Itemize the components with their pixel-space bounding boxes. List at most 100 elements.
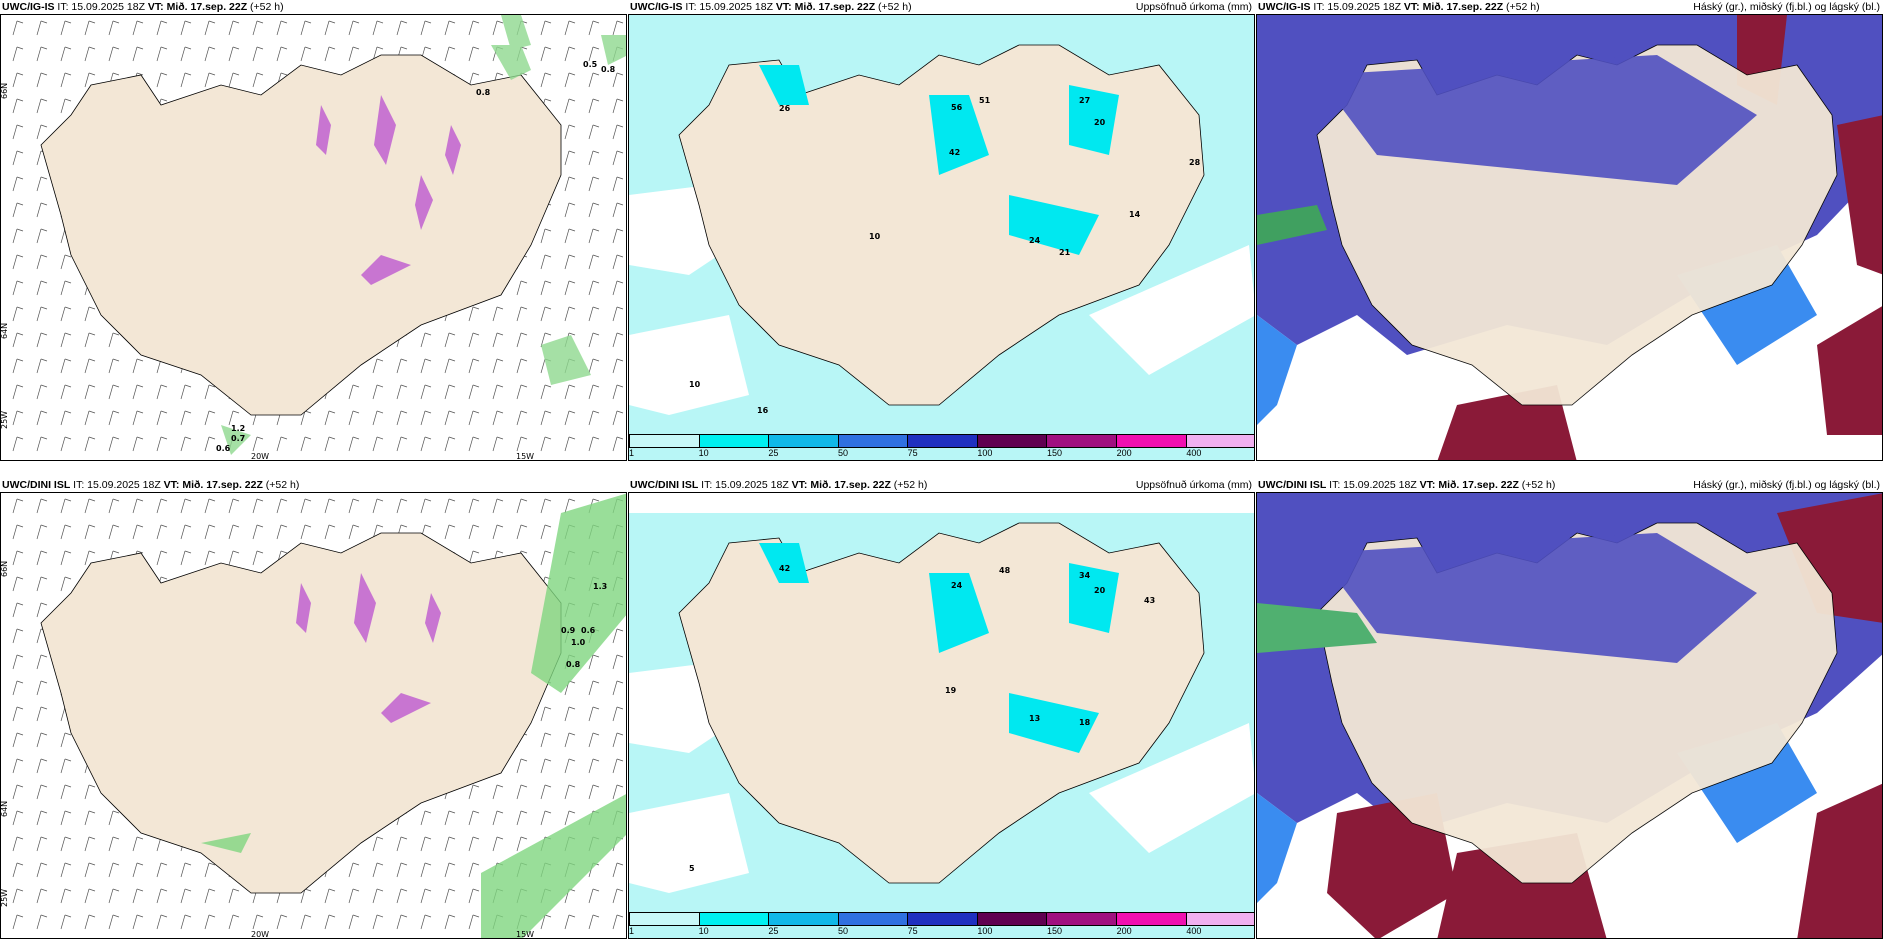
wind-barb (60, 384, 66, 400)
wind-barb (156, 436, 162, 452)
wind-barb (612, 202, 618, 218)
wind-barb (324, 914, 330, 930)
wind-barb (564, 98, 570, 114)
wind-barb (588, 46, 594, 62)
wind-barb (36, 176, 42, 192)
map-frame[interactable] (1256, 14, 1883, 461)
precip-value: 16 (757, 406, 769, 415)
wind-barb (420, 384, 426, 400)
wind-barb (588, 784, 594, 800)
wind-barb (108, 888, 114, 904)
precip-map: 56 51 27 20 42 26 24 21 10 14 28 16 10 (629, 15, 1254, 460)
wind-barb (12, 410, 18, 426)
wind-barb (12, 654, 18, 670)
wind-barb (492, 384, 498, 400)
wind-barb (228, 914, 234, 930)
wind-barb (12, 706, 18, 722)
wind-barb (12, 550, 18, 566)
wind-barb (372, 914, 378, 930)
wind-barb (516, 524, 522, 540)
wind-barb (12, 498, 18, 514)
wind-barb (180, 20, 186, 36)
wind-barb (492, 410, 498, 426)
wind-barb (564, 20, 570, 36)
dry-area (629, 185, 1254, 415)
wind-barb (396, 498, 402, 514)
wind-barb (276, 20, 282, 36)
wind-barb (612, 72, 618, 88)
map-frame[interactable] (1256, 492, 1883, 939)
wind-barb (36, 306, 42, 322)
map-frame[interactable]: 1.3 0.9 0.6 1.0 0.8 20W 15W 66N 64N 25W (0, 492, 627, 939)
map-frame[interactable]: 24 48 34 20 43 42 18 13 19 5 1 10 25 50 75 10… (628, 492, 1255, 939)
wind-barb (180, 888, 186, 904)
precip-value: 14 (1129, 210, 1141, 219)
wind-barb (228, 20, 234, 36)
wind-barb (588, 306, 594, 322)
wind-barb (588, 384, 594, 400)
wind-barb (612, 888, 618, 904)
wind-barb (108, 332, 114, 348)
precip-value: 28 (1189, 158, 1201, 167)
wind-barb (516, 758, 522, 774)
map-frame[interactable]: 0.5 0.8 0.8 1.2 0.7 0.6 20W 15W 66N 64N … (0, 14, 627, 461)
wind-barb (108, 836, 114, 852)
wind-barb (36, 124, 42, 140)
green-area (1257, 603, 1377, 653)
wind-barb (156, 888, 162, 904)
wind-barb (60, 862, 66, 878)
wind-barb (588, 176, 594, 192)
wind-barb (276, 46, 282, 62)
wind-barb (60, 254, 66, 270)
precip-value: 26 (779, 104, 791, 113)
wind-barb (36, 358, 42, 374)
wind-barb (36, 228, 42, 244)
wind-barb (540, 254, 546, 270)
wind-barb (612, 706, 618, 722)
wind-label: 0.5 (583, 60, 598, 69)
wind-barb (60, 306, 66, 322)
wind-barb (60, 706, 66, 722)
wind-barb (324, 524, 330, 540)
wind-barb (60, 550, 66, 566)
wind-barb (276, 524, 282, 540)
wind-barb (132, 20, 138, 36)
wind-barb (540, 914, 546, 930)
wind-barb (564, 254, 570, 270)
wind-barb (60, 280, 66, 296)
wind-barb (132, 888, 138, 904)
wind-barb (564, 410, 570, 426)
wind-barb (12, 202, 18, 218)
wind-barb (36, 98, 42, 114)
wind-barb (444, 46, 450, 62)
wind-barb (84, 410, 90, 426)
precip-value: 10 (689, 380, 701, 389)
wind-barb (12, 784, 18, 800)
wind-barb (372, 384, 378, 400)
wind-barb (396, 914, 402, 930)
wind-barb (564, 202, 570, 218)
wind-barb (132, 862, 138, 878)
wind-barb (180, 46, 186, 62)
wind-barb (204, 498, 210, 514)
wind-barb (108, 524, 114, 540)
wind-barb (276, 498, 282, 514)
wind-barb (348, 20, 354, 36)
map-frame[interactable]: 56 51 27 20 42 26 24 21 10 14 28 16 10 1… (628, 14, 1255, 461)
precip-value: 10 (869, 232, 881, 241)
heavy-precip (759, 65, 1119, 255)
wind-barb (60, 810, 66, 826)
wind-barb (252, 436, 258, 452)
wind-barb (420, 358, 426, 374)
wind-barb (468, 810, 474, 826)
wind-barb (84, 72, 90, 88)
wind-barb (300, 498, 306, 514)
wind-barb (12, 732, 18, 748)
wind-barb (324, 46, 330, 62)
wind-barb (372, 836, 378, 852)
wind-barb (60, 436, 66, 452)
wind-barb (36, 654, 42, 670)
precip-value: 20 (1094, 586, 1106, 595)
wind-barb (516, 280, 522, 296)
wind-barb (156, 914, 162, 930)
